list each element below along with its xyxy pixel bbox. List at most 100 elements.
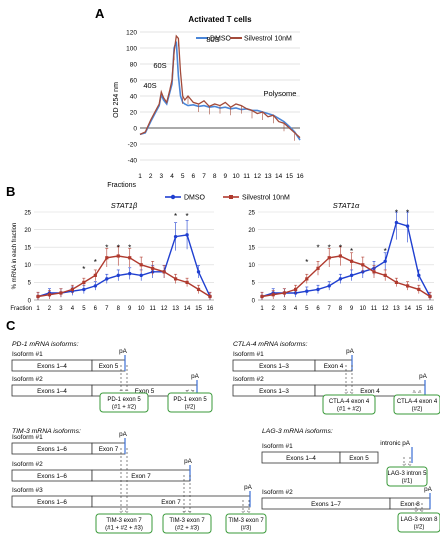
pa-label: pA bbox=[191, 373, 200, 380]
data-point bbox=[151, 266, 155, 270]
exon-label: Exon 4 bbox=[360, 388, 380, 395]
exon-box bbox=[339, 451, 379, 464]
isoform-label: Isoform #2 bbox=[262, 489, 293, 496]
primer-arrows: →← bbox=[344, 389, 355, 395]
primer-arrows: →← bbox=[119, 508, 130, 514]
data-point bbox=[350, 259, 354, 263]
pa-label: pA bbox=[424, 486, 433, 493]
amplicon-label: (#2) bbox=[412, 407, 423, 413]
series-line-dmso bbox=[139, 41, 301, 141]
data-point bbox=[417, 287, 421, 292]
amplicon-box bbox=[225, 513, 267, 534]
isoform-label: Isoform #1 bbox=[262, 443, 293, 450]
data-point bbox=[139, 273, 143, 278]
primer-arrows: →← bbox=[402, 461, 413, 467]
data-point bbox=[93, 273, 97, 277]
data-point bbox=[139, 263, 143, 267]
data-point bbox=[208, 294, 212, 299]
isoform-group-title: TIM-3 mRNA isoforms: bbox=[12, 428, 81, 435]
y-axis-label: % mRNA in each fraction bbox=[12, 223, 18, 290]
amplicon-label: TIM-3 exon 7 bbox=[106, 518, 142, 524]
panel-a: A Activated T cells DMSO Silvestrol 10nM … bbox=[95, 6, 304, 189]
significance-star: * bbox=[94, 258, 97, 267]
x-tick-label: 1 bbox=[138, 173, 142, 180]
x-tick-label: 1 bbox=[36, 306, 40, 312]
isoform-label: Isoform #1 bbox=[233, 351, 264, 358]
x-tick-label: 14 bbox=[184, 306, 191, 312]
amplicon-label: (#1 + #2 + #3) bbox=[105, 526, 143, 532]
isoform-label: Isoform #2 bbox=[12, 376, 43, 383]
panel-a-gridlines bbox=[140, 31, 300, 161]
panel-c-isoform-diagrams: PD-1 mRNA isoforms: Isoform #1 Exons 1–4 Ex… bbox=[11, 341, 440, 534]
data-point bbox=[316, 287, 320, 292]
legend-label: DMSO bbox=[210, 36, 232, 43]
series-line-silvestrol bbox=[37, 255, 211, 298]
data-point bbox=[383, 273, 387, 277]
x-tick-label: 14 bbox=[404, 306, 411, 312]
data-point bbox=[173, 234, 178, 239]
pa-label: pA bbox=[184, 458, 193, 465]
data-point bbox=[305, 289, 309, 293]
primer-arrows: →← bbox=[414, 507, 425, 513]
series-line-silvestrol bbox=[139, 34, 301, 139]
data-point bbox=[128, 256, 132, 260]
pa-label: pA bbox=[119, 348, 128, 355]
x-tick-label: 14 bbox=[275, 173, 283, 180]
x-tick-label: 10 bbox=[232, 173, 240, 180]
data-point bbox=[47, 293, 52, 297]
data-point bbox=[338, 254, 342, 258]
significance-star: * bbox=[316, 244, 319, 253]
pa-label: intronic pA bbox=[380, 440, 411, 447]
data-point bbox=[327, 284, 331, 288]
exon-label: Exons 1–4 bbox=[286, 455, 316, 462]
y-tick-label: 0 bbox=[133, 126, 137, 133]
pa-label: pA bbox=[244, 484, 253, 491]
data-point bbox=[349, 273, 354, 278]
data-point bbox=[82, 287, 86, 292]
amplicon-label: (#1 + #2) bbox=[337, 407, 361, 413]
amplicon-label: (#1 + #2) bbox=[112, 405, 136, 411]
y-tick-label: 5 bbox=[252, 281, 256, 287]
x-tick-label: 15 bbox=[195, 306, 202, 312]
amplicon-label: CTLA-4 exon 4 bbox=[329, 399, 370, 405]
series-line-silvestrol bbox=[261, 255, 431, 298]
exon-label: Exons 1–4 bbox=[37, 363, 67, 370]
exon-label: Exon 5 bbox=[135, 388, 155, 395]
amplicon-label: TIM-3 exon 7 bbox=[228, 518, 264, 524]
amplicon-label: LAG-3 exon 8 bbox=[400, 517, 438, 523]
significance-star: * bbox=[82, 265, 85, 274]
y-tick-label: 10 bbox=[248, 263, 255, 269]
y-tick-label: 5 bbox=[28, 281, 32, 287]
amplicon-label: (#2) bbox=[185, 405, 196, 411]
significance-star: * bbox=[395, 209, 398, 218]
data-point bbox=[128, 271, 132, 276]
data-point bbox=[406, 284, 410, 288]
exon-label: Exon 7 bbox=[161, 499, 181, 506]
data-point bbox=[105, 256, 109, 260]
isoform-group: TIM-3 mRNA isoforms:Isoform #1 Exons 1–6 E… bbox=[11, 428, 267, 534]
amplicon-box bbox=[322, 394, 376, 415]
exon-label: Exon 5 bbox=[99, 363, 119, 370]
exon-label: Exons 1–6 bbox=[37, 473, 67, 480]
significance-star: * bbox=[384, 247, 387, 256]
data-point bbox=[294, 287, 298, 292]
annotation-label: 40S bbox=[143, 81, 156, 90]
x-tick-label: 6 bbox=[316, 306, 320, 312]
data-point bbox=[105, 277, 109, 281]
isoform-group-title: CTLA-4 mRNA isoforms: bbox=[233, 341, 308, 348]
series-line-dmso bbox=[261, 221, 431, 298]
x-tick-label: 2 bbox=[272, 306, 276, 312]
x-tick-label: 8 bbox=[339, 306, 343, 312]
y-tick-label: 120 bbox=[126, 30, 137, 37]
legend-marker bbox=[229, 195, 233, 199]
x-tick-label: 8 bbox=[213, 173, 217, 180]
data-point bbox=[116, 254, 120, 258]
data-point bbox=[428, 294, 432, 299]
x-tick-label: 2 bbox=[48, 306, 52, 312]
y-tick-label: 80 bbox=[130, 62, 138, 69]
series-line-dmso bbox=[37, 234, 211, 298]
data-point bbox=[82, 280, 86, 284]
significance-star: * bbox=[174, 212, 177, 221]
data-point bbox=[162, 270, 166, 274]
